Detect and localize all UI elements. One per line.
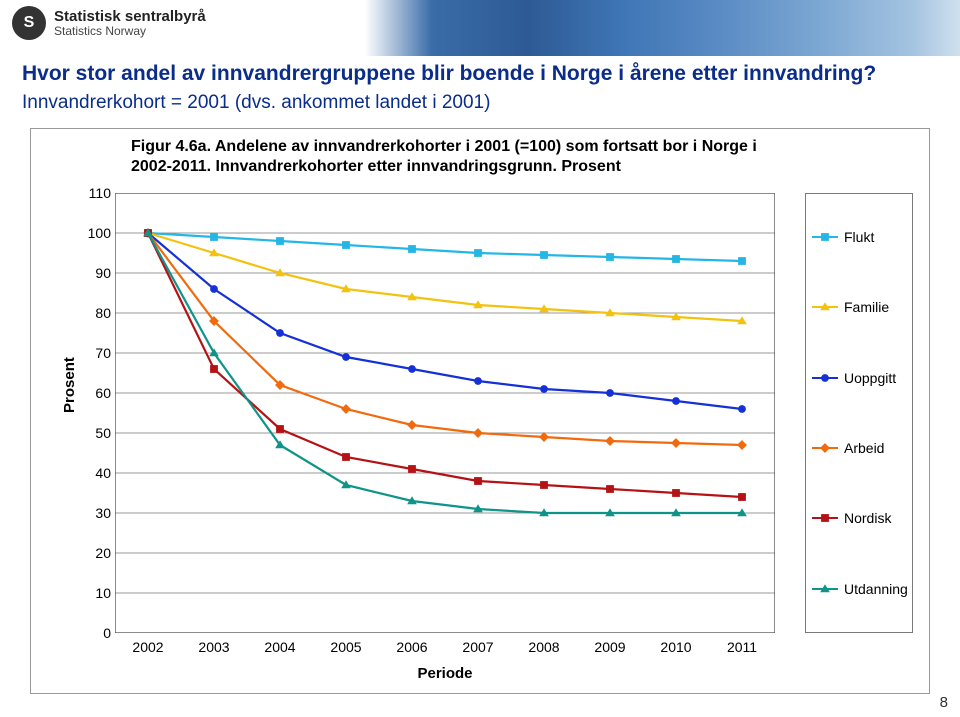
ssb-logo: S Statistisk sentralbyrå Statistics Norw… [12,6,206,40]
y-tick: 110 [75,185,111,201]
legend-item: Nordisk [812,510,906,526]
x-tick: 2009 [577,639,643,655]
x-tick: 2008 [511,639,577,655]
legend-label: Flukt [844,229,874,245]
y-tick: 80 [75,305,111,321]
legend-item: Arbeid [812,440,906,456]
x-axis-label: Periode [115,665,775,682]
x-tick: 2010 [643,639,709,655]
x-tick: 2003 [181,639,247,655]
x-tick: 2007 [445,639,511,655]
chart-container: Figur 4.6a. Andelene av innvandrerkohort… [30,128,930,694]
chart-legend: Flukt Familie Uoppgitt Arbeid Nordisk Utdanni… [805,193,913,633]
org-name: Statistisk sentralbyrå [54,9,206,25]
logo-glyph: S [12,6,46,40]
x-tick: 2004 [247,639,313,655]
legend-label: Uoppgitt [844,370,896,386]
legend-item: Familie [812,299,906,315]
legend-swatch [812,371,838,385]
legend-label: Nordisk [844,510,891,526]
legend-swatch [812,300,838,314]
y-tick: 50 [75,425,111,441]
x-tick: 2002 [115,639,181,655]
legend-label: Arbeid [844,440,884,456]
x-tick: 2006 [379,639,445,655]
header-banner: S Statistisk sentralbyrå Statistics Norw… [0,0,960,56]
x-tick: 2005 [313,639,379,655]
y-tick: 20 [75,545,111,561]
y-tick: 0 [75,625,111,641]
chart-svg [115,193,775,633]
legend-swatch [812,441,838,455]
x-tick-labels: 2002200320042005200620072008200920102011 [115,639,775,659]
legend-item: Flukt [812,229,906,245]
chart-plot [115,193,775,633]
slide-subtitle: Innvandrerkohort = 2001 (dvs. ankommet l… [22,92,490,114]
legend-swatch [812,582,838,596]
y-tick: 40 [75,465,111,481]
y-tick-labels: 0102030405060708090100110 [75,193,111,633]
page-number: 8 [940,694,948,711]
legend-item: Utdanning [812,581,906,597]
y-tick: 70 [75,345,111,361]
legend-label: Familie [844,299,889,315]
legend-item: Uoppgitt [812,370,906,386]
y-tick: 30 [75,505,111,521]
y-tick: 60 [75,385,111,401]
legend-label: Utdanning [844,581,908,597]
legend-swatch [812,230,838,244]
chart-title: Figur 4.6a. Andelene av innvandrerkohort… [131,137,771,177]
y-tick: 100 [75,225,111,241]
legend-swatch [812,511,838,525]
x-tick: 2011 [709,639,775,655]
org-name-en: Statistics Norway [54,25,206,38]
y-tick: 10 [75,585,111,601]
y-tick: 90 [75,265,111,281]
slide-title: Hvor stor andel av innvandrergruppene bl… [22,62,876,86]
